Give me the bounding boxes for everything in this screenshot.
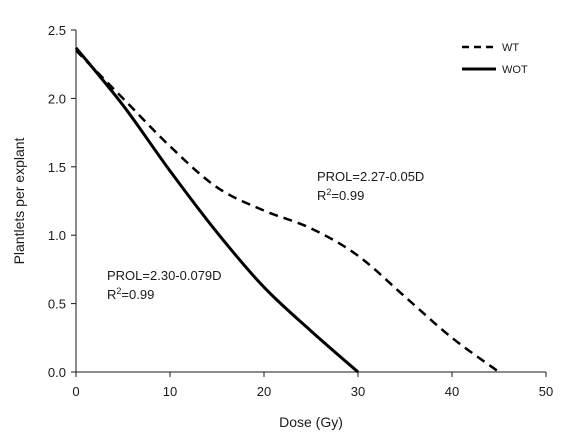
annotation-wot-line1: PROL=2.30-0.079D <box>107 268 222 283</box>
x-tick-label: 10 <box>163 384 177 399</box>
annotation-wt-r-suffix: =0.99 <box>331 188 364 203</box>
annotation-wot-r-sup: 2 <box>116 286 121 296</box>
series-layer <box>74 46 500 374</box>
legend-label-wot: WOT <box>502 64 528 76</box>
y-tick-label: 2.5 <box>48 23 66 38</box>
annotation-wt-r-prefix: R <box>317 188 326 203</box>
y-tick-label: 2.0 <box>48 91 66 106</box>
annotation-wot-r-suffix: =0.99 <box>121 287 154 302</box>
x-tick-label: 0 <box>72 384 79 399</box>
x-tick-label: 30 <box>351 384 365 399</box>
x-axis-title: Dose (Gy) <box>279 414 343 430</box>
series-line-wt <box>75 49 500 374</box>
legend: WT WOT <box>462 42 528 76</box>
x-tick-label: 50 <box>539 384 553 399</box>
annotation-wot-r2: R2=0.99 <box>107 286 154 302</box>
y-tick-label: 0.5 <box>48 297 66 312</box>
legend-label-wt: WT <box>502 42 519 54</box>
y-ticks: 0.0 0.5 1.0 1.5 2.0 2.5 <box>48 23 76 380</box>
annotation-wot-equation: PROL=2.30-0.079D R2=0.99 <box>107 268 222 302</box>
y-tick-label: 1.5 <box>48 160 66 175</box>
annotation-wt-r-sup: 2 <box>326 187 331 197</box>
y-axis-title: Plantlets per explant <box>11 137 27 264</box>
x-tick-label: 20 <box>257 384 271 399</box>
annotation-wt-line1: PROL=2.27-0.05D <box>317 169 424 184</box>
series-line-wot <box>74 46 359 374</box>
y-tick-label: 0.0 <box>48 365 66 380</box>
annotation-wt-equation: PROL=2.27-0.05D R2=0.99 <box>317 169 424 203</box>
annotation-wt-r2: R2=0.99 <box>317 187 364 203</box>
x-ticks: 0 10 20 30 40 50 <box>72 372 553 399</box>
annotation-wot-r-prefix: R <box>107 287 116 302</box>
y-tick-label: 1.0 <box>48 228 66 243</box>
x-tick-label: 40 <box>445 384 459 399</box>
